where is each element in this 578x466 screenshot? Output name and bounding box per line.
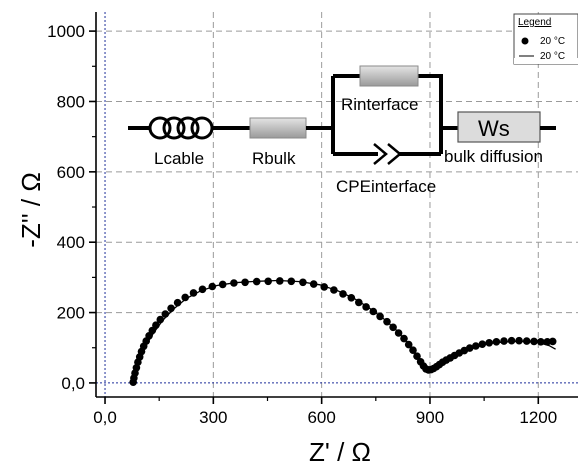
parallel-branch [331, 74, 443, 156]
data-point [208, 282, 217, 291]
cpe-symbol [373, 143, 402, 165]
y-tick-label: 600 [57, 163, 85, 182]
warburg-symbol-label: Ws [478, 116, 510, 141]
data-series [129, 277, 557, 387]
data-point [507, 336, 516, 345]
y-tick-label: 400 [57, 233, 85, 252]
data-point [241, 278, 249, 287]
rbulk-resistor [249, 117, 307, 139]
data-point [299, 278, 307, 287]
y-tick-label: 1000 [47, 22, 85, 41]
legend-entry-2: 20 °C [540, 51, 565, 62]
data-point [309, 280, 318, 288]
x-tick-label: 1200 [519, 408, 557, 427]
data-point [515, 336, 523, 345]
warburg-label: bulk diffusion [444, 147, 543, 166]
data-point [362, 303, 370, 311]
data-point [548, 337, 557, 346]
data-point [478, 340, 487, 349]
data-point [330, 286, 338, 294]
data-point [152, 321, 160, 330]
equivalent-circuit [128, 65, 556, 165]
data-point [376, 312, 384, 321]
x-axis-title: Z' / Ω [309, 437, 371, 466]
data-point [339, 290, 347, 298]
data-point [530, 337, 538, 346]
data-point [347, 294, 356, 302]
y-axis-title: -Z'' / Ω [16, 172, 46, 248]
legend-entry-1: 20 °C [540, 36, 565, 47]
inductor-symbol [148, 116, 214, 140]
zero-reference-lines [96, 12, 578, 397]
data-point [252, 277, 261, 286]
data-point [472, 342, 480, 350]
rinterface-resistor [359, 65, 419, 87]
data-point [173, 298, 182, 307]
data-point [218, 280, 227, 289]
data-point [320, 283, 329, 291]
data-point [181, 293, 189, 302]
data-point [355, 298, 363, 307]
data-point [409, 346, 417, 355]
data-point [389, 323, 397, 332]
rinterface-label: Rinterface [341, 95, 418, 114]
data-point [148, 326, 157, 335]
cpe-label: CPEinterface [336, 177, 436, 196]
data-point [543, 338, 552, 346]
data-point [485, 339, 494, 347]
data-point [287, 277, 296, 286]
x-tick-label: 900 [416, 408, 444, 427]
data-point [230, 279, 238, 287]
data-point [276, 277, 284, 285]
data-point [465, 344, 474, 352]
data-point [264, 277, 273, 286]
data-point [492, 338, 501, 346]
axis-ticks: 0,0 300 600 900 1200 0,0 200 400 600 800 1000 [47, 22, 557, 427]
data-point [383, 317, 391, 326]
x-tick-label: 600 [307, 408, 335, 427]
data-point [189, 289, 198, 297]
data-point [413, 352, 421, 361]
x-tick-label: 0,0 [93, 408, 117, 427]
data-point [404, 340, 413, 349]
y-tick-label: 200 [57, 304, 85, 323]
lcable-label: Lcable [154, 149, 204, 168]
data-point [500, 337, 508, 345]
legend-marker-dot [521, 37, 529, 45]
data-point [400, 334, 408, 343]
data-point [156, 315, 165, 324]
data-point [198, 285, 207, 294]
x-tick-label: 300 [199, 408, 227, 427]
data-point [394, 329, 403, 337]
data-point [537, 338, 545, 346]
data-point [522, 337, 531, 345]
data-point [161, 310, 170, 318]
y-tick-label: 0,0 [61, 374, 85, 393]
rbulk-label: Rbulk [252, 149, 296, 168]
legend: Legend 20 °C 20 °C [513, 13, 578, 65]
data-point [369, 307, 378, 316]
legend-title: Legend [518, 17, 551, 28]
warburg-element [457, 111, 541, 143]
y-tick-label: 800 [57, 92, 85, 111]
data-point [167, 304, 175, 313]
